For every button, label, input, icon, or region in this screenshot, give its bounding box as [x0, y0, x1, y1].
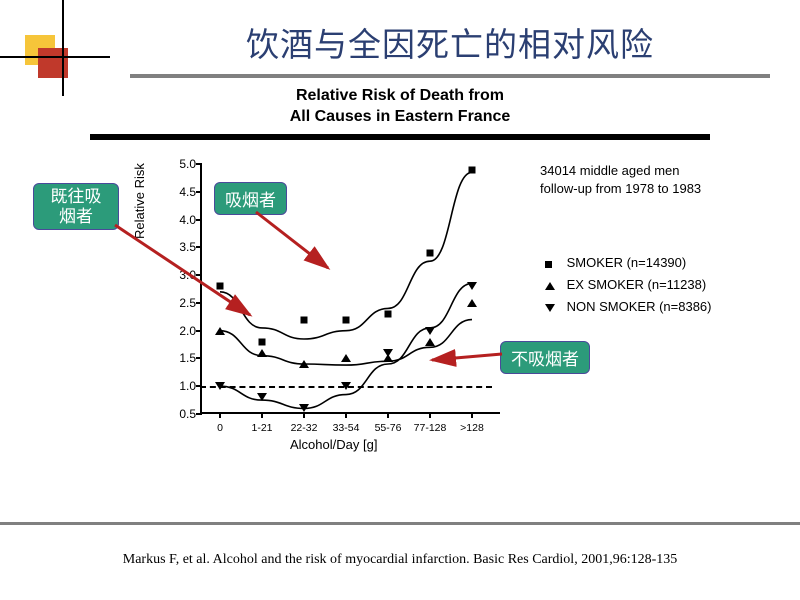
- meta-l2: follow-up from 1978 to 1983: [540, 181, 701, 196]
- data-point: [259, 338, 266, 345]
- data-point: [299, 404, 309, 412]
- x-tick-label: 55-76: [375, 422, 402, 434]
- x-tick-label: 0: [217, 422, 223, 434]
- corner-decor-vline: [62, 0, 64, 96]
- y-tick-label: 1.5: [168, 351, 196, 365]
- y-tick-label: 3.5: [168, 240, 196, 254]
- chart-title-underline: [90, 134, 710, 140]
- data-point: [467, 282, 477, 290]
- callout-smoker: 吸烟者: [214, 182, 287, 215]
- y-tick-label: 1.0: [168, 379, 196, 393]
- data-point: [257, 393, 267, 401]
- meta-l1: 34014 middle aged men: [540, 163, 680, 178]
- study-meta: 34014 middle aged men follow-up from 197…: [540, 162, 780, 198]
- x-tick-label: 77-128: [414, 422, 447, 434]
- page-title: 饮酒与全因死亡的相对风险: [130, 18, 770, 78]
- data-point: [341, 354, 351, 362]
- legend-non-smoker: NON SMOKER (n=8386): [545, 299, 711, 315]
- y-tick-label: 0.5: [168, 407, 196, 421]
- data-point: [341, 382, 351, 390]
- data-point: [383, 349, 393, 357]
- x-tick-label: 22-32: [291, 422, 318, 434]
- legend-smoker: SMOKER (n=14390): [545, 255, 686, 271]
- data-point: [425, 338, 435, 346]
- chart-title-l2: All Causes in Eastern France: [290, 108, 511, 125]
- y-tick-label: 2.0: [168, 324, 196, 338]
- data-point: [257, 349, 267, 357]
- data-point: [299, 360, 309, 368]
- data-point: [215, 382, 225, 390]
- chart-title: Relative Risk of Death from All Causes i…: [0, 86, 800, 128]
- legend-ex-label: EX SMOKER (n=11238): [567, 277, 707, 292]
- y-tick-label: 4.0: [168, 213, 196, 227]
- y-tick-label: 3.0: [168, 268, 196, 282]
- corner-decor-hline: [0, 56, 110, 58]
- data-point: [425, 327, 435, 335]
- data-point: [385, 311, 392, 318]
- legend-smoker-label: SMOKER (n=14390): [567, 255, 687, 270]
- legend-ex-smoker: EX SMOKER (n=11238): [545, 277, 706, 293]
- y-tick-label: 2.5: [168, 296, 196, 310]
- callout-non-smoker: 不吸烟者: [500, 341, 590, 374]
- y-tick-label: 5.0: [168, 157, 196, 171]
- data-point: [301, 316, 308, 323]
- chart-curves: [140, 154, 540, 444]
- chart-title-l1: Relative Risk of Death from: [296, 87, 504, 104]
- data-point: [467, 299, 477, 307]
- x-tick-label: 33-54: [333, 422, 360, 434]
- data-point: [343, 316, 350, 323]
- chart-plot: Relative Risk Alcohol/Day [g] 0.51.01.52…: [140, 154, 540, 444]
- data-point: [469, 166, 476, 173]
- callout-ex-smoker: 既往吸烟者: [33, 183, 119, 230]
- data-point: [217, 283, 224, 290]
- data-point: [215, 327, 225, 335]
- x-tick-label: >128: [460, 422, 484, 434]
- footer-rule: [0, 522, 800, 525]
- citation: Markus F, et al. Alcohol and the risk of…: [0, 552, 800, 568]
- y-tick-label: 4.5: [168, 185, 196, 199]
- data-point: [427, 249, 434, 256]
- x-tick-label: 1-21: [251, 422, 272, 434]
- legend-non-label: NON SMOKER (n=8386): [567, 299, 712, 314]
